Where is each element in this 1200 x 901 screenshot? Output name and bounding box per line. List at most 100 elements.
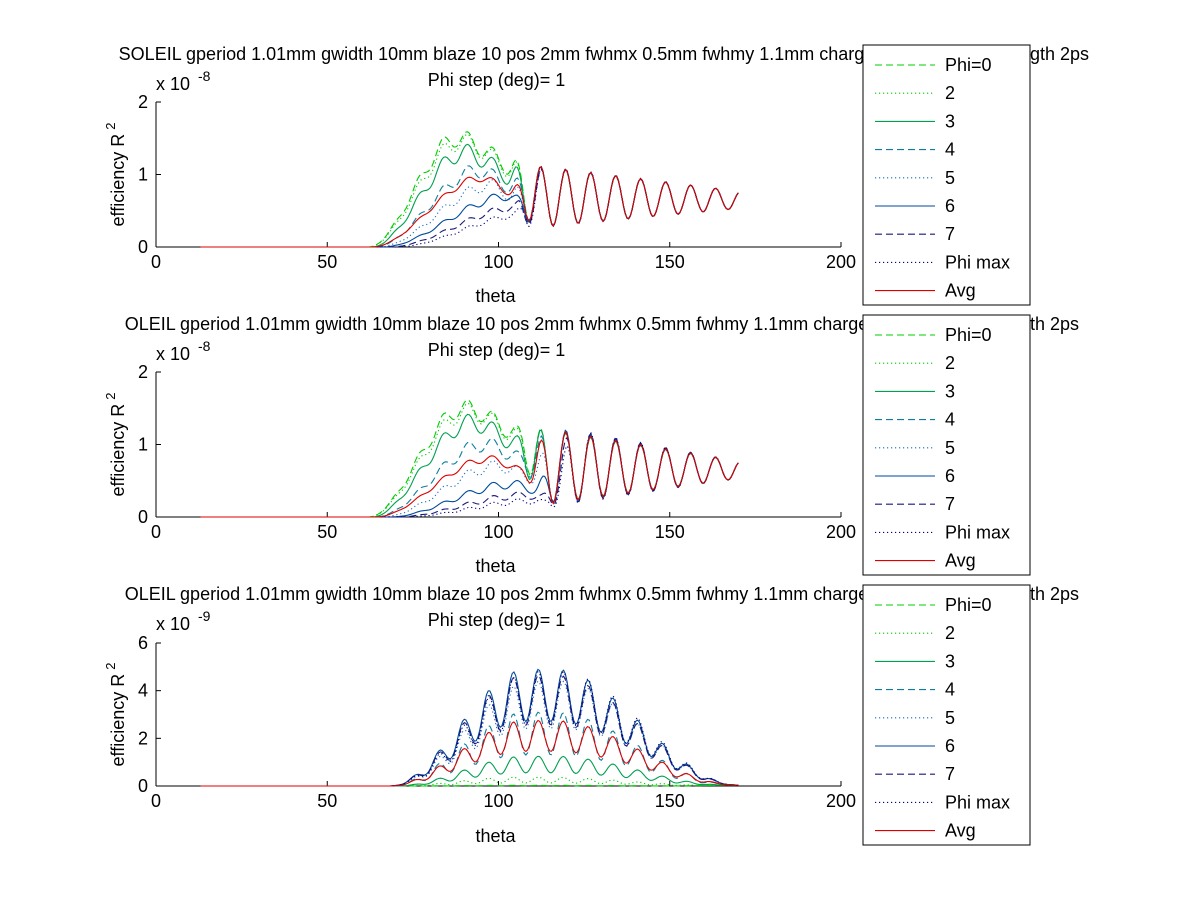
series-lines [200,668,739,787]
legend-label: 7 [945,764,955,784]
chart-panel-3: 0 50 100 150 200 0 2 4 6 x 10 -9 OLEIL gperiod 1.01… [103,584,1079,846]
y-tick-label: 6 [138,633,148,653]
chart-title-tail: th 2ps [1030,314,1079,334]
legend-label: Avg [945,821,976,841]
x-tick-label: 200 [826,522,856,542]
x-tick-label: 0 [151,252,161,272]
x-tick-label: 50 [317,522,337,542]
series-line-9 [200,719,739,787]
y-tick-label: 4 [138,681,148,701]
x-tick-label: 150 [655,522,685,542]
chart-title: OLEIL gperiod 1.01mm gwidth 10mm blaze 1… [125,584,869,604]
series-lines [200,131,739,248]
y-exponent-power: -8 [198,338,211,354]
series-line-6 [200,668,739,787]
y-tick-label: 0 [138,776,148,796]
chart-title-tail: th 2ps [1030,584,1079,604]
series-line-9 [200,166,739,248]
x-tick-labels: 0 50 100 150 200 [151,522,856,542]
y-axis-label-text: efficiency R [108,674,128,767]
series-line-5 [200,430,739,518]
y-axis-label: efficiency R 2 [103,663,128,767]
legend-label: 5 [945,168,955,188]
y-tick-label: 0 [138,237,148,257]
series-lines [200,399,739,518]
y-tick-labels: 0 2 4 6 [138,633,148,796]
legend-label: 6 [945,196,955,216]
legend-label: Phi=0 [945,595,992,615]
x-tick-label: 50 [317,252,337,272]
series-line-2 [200,133,739,248]
y-exponent-base: x 10 [156,74,190,94]
y-tick-label: 2 [138,728,148,748]
series-line-8 [200,431,739,518]
series-line-9 [200,431,739,518]
x-tick-labels: 0 50 100 150 200 [151,791,856,811]
legend: Phi=0 2 3 4 5 6 7 Phi max Avg [862,314,1031,576]
legend-label: 7 [945,224,955,244]
series-line-6 [200,429,739,518]
y-exponent-base: x 10 [156,344,190,364]
legend-label: Phi max [945,252,1010,272]
legend: Phi=0 2 3 4 5 6 7 Phi max Avg [862,44,1031,306]
legend-label: 6 [945,736,955,756]
y-axis-label: efficiency R 2 [103,393,128,497]
legend-label: 4 [945,410,955,430]
legend-label: 7 [945,494,955,514]
y-tick-label: 2 [138,362,148,382]
y-tick-label: 1 [138,165,148,185]
legend-label: Phi=0 [945,325,992,345]
legend-label: Avg [945,551,976,571]
y-exponent-base: x 10 [156,614,190,634]
x-tick-label: 0 [151,791,161,811]
series-line-1 [200,131,739,248]
y-tick-label: 2 [138,92,148,112]
x-tick-labels: 0 50 100 150 200 [151,252,856,272]
chart-title: OLEIL gperiod 1.01mm gwidth 10mm blaze 1… [125,314,869,334]
chart-title: SOLEIL gperiod 1.01mm gwidth 10mm blaze … [119,44,875,64]
series-line-8 [200,168,739,248]
chart-title-tail: gth 2ps [1030,44,1089,64]
y-tick-label: 0 [138,507,148,527]
x-tick-label: 100 [483,791,513,811]
y-axis-label-power: 2 [103,393,118,400]
legend-label: 6 [945,466,955,486]
y-tick-labels: 0 1 2 [138,92,148,257]
x-tick-label: 100 [483,252,513,272]
legend-label: 4 [945,140,955,160]
legend-label: 3 [945,381,955,401]
x-tick-label: 200 [826,791,856,811]
legend-box [862,314,1031,576]
y-tick-labels: 0 1 2 [138,362,148,527]
legend-label: Phi max [945,792,1010,812]
series-line-3 [200,143,739,248]
x-tick-label: 0 [151,522,161,542]
legend: Phi=0 2 3 4 5 6 7 Phi max Avg [862,584,1031,846]
y-axis-label: efficiency R 2 [103,123,128,227]
series-line-7 [200,674,739,787]
legend-label: 5 [945,708,955,728]
chart-subtitle: Phi step (deg)= 1 [428,340,566,360]
series-line-4 [200,431,739,518]
chart-panel-2: 0 50 100 150 200 0 1 2 x 10 -8 OLEIL gperiod 1.01m… [103,314,1079,576]
legend-box [862,584,1031,846]
series-line-5 [200,680,739,787]
series-line-3 [200,413,739,518]
x-tick-label: 200 [826,252,856,272]
legend-label: 3 [945,111,955,131]
y-axis-label-power: 2 [103,663,118,670]
series-line-1 [200,399,739,518]
y-axis-label-power: 2 [103,123,118,130]
chart-subtitle: Phi step (deg)= 1 [428,70,566,90]
series-line-3 [200,755,739,787]
legend-label: 2 [945,353,955,373]
legend-label: Phi max [945,522,1010,542]
x-axis-label: theta [475,286,516,306]
x-axis-label: theta [475,556,516,576]
legend-label: Avg [945,281,976,301]
x-axis-label: theta [475,826,516,846]
y-exponent-power: -9 [198,608,211,624]
y-tick-label: 1 [138,435,148,455]
chart-panel-1: 0 50 100 150 200 0 1 2 x 10 -8 SOLEIL gperiod 1.01… [103,44,1089,306]
